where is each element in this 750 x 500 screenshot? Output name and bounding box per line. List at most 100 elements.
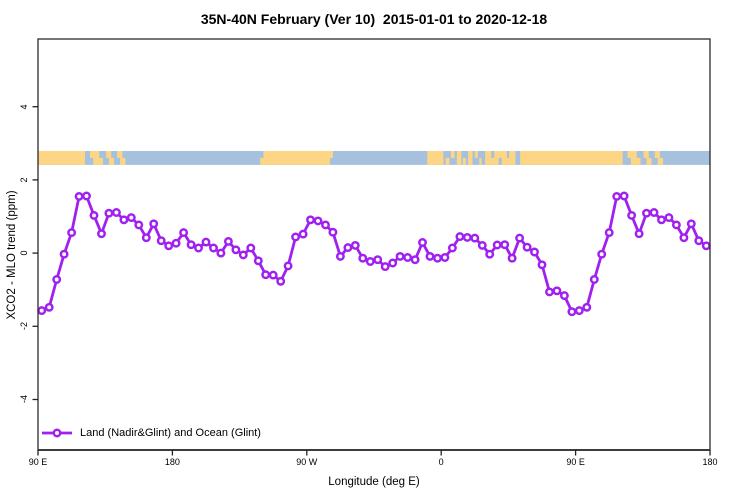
data-point-marker [238,250,248,260]
data-point-marker [209,243,218,253]
x-tick-label: 180 [702,457,718,467]
data-point-marker [582,302,592,312]
data-point-marker [97,229,106,239]
data-point-marker [67,228,77,238]
data-point-marker [171,238,181,248]
data-point-marker [119,215,129,225]
data-point-marker [358,253,368,263]
data-point-marker [462,232,472,242]
x-tick-label: 90 W [296,457,318,467]
data-point-marker [104,208,114,218]
data-point-marker [403,253,413,262]
data-point-marker [612,191,622,201]
data-point-marker [425,251,435,261]
x-tick-label: 90 E [28,457,48,467]
map-band-ocean-speckle [498,157,502,165]
data-point-marker [440,253,450,262]
data-point-marker [321,220,330,230]
map-band-land-segment [627,150,637,158]
data-point-marker [619,191,629,201]
map-band-land-segment [260,157,264,165]
data-point-marker [634,229,644,239]
data-point-marker [186,240,196,250]
map-band-land-segment [462,157,466,165]
x-tick-label: 180 [164,457,180,467]
data-point-marker [246,243,256,253]
data-point-marker [261,270,271,280]
data-point-marker [350,240,360,250]
data-point-marker [111,208,121,217]
data-point-marker [52,275,62,284]
y-tick-label: -2 [19,322,29,331]
data-point-marker [671,220,681,230]
data-point-marker [74,191,84,201]
data-point-marker [216,248,226,258]
data-point-marker [276,276,286,286]
x-axis-title: Longitude (deg E) [328,476,420,488]
map-band-land-segment [263,150,330,165]
map-band-land-segment [450,150,455,158]
map-band-land-segment [89,150,100,158]
data-point-marker [365,257,375,266]
map-band-land-segment [474,150,478,158]
data-point-marker [477,240,487,250]
map-band-land-segment [427,150,444,165]
data-point-marker [373,255,383,265]
data-point-marker [231,245,241,255]
data-point-marker [164,241,174,251]
data-point-marker [701,241,711,251]
data-point-marker [500,240,510,250]
map-band-land-segment [456,150,462,165]
map-band-land-segment [630,157,641,165]
data-point-marker [179,228,189,238]
data-point-marker [126,213,136,223]
data-series-line [40,194,708,314]
data-point-marker [194,243,203,253]
legend: Land (Nadir&Glint) and Ocean (Glint) [41,426,261,440]
y-tick-label: -4 [19,395,29,404]
data-point-marker [604,228,614,238]
data-point-marker [395,251,405,261]
y-tick-label: 0 [19,250,29,256]
data-point-marker [433,253,442,263]
map-band-land-segment [468,150,473,165]
data-point-marker [380,262,390,272]
legend-label: Land (Nadir&Glint) and Ocean (Glint) [80,427,261,439]
data-point-marker [589,275,599,284]
data-point-marker [89,210,99,220]
map-band-land-segment [108,157,115,165]
data-point-marker [485,249,495,259]
data-point-marker [664,213,674,223]
data-point-marker [597,249,607,259]
data-point-marker [552,286,562,296]
chart-title: 35N-40N February (Ver 10) 2015-01-01 to … [200,11,548,27]
data-point-marker [515,233,525,243]
map-band-ocean-speckle [491,150,495,158]
data-point-marker [306,215,315,225]
data-point-marker [470,233,480,243]
data-point-marker [141,233,151,243]
data-point-marker [492,240,502,250]
data-point-marker [567,307,577,317]
data-point-marker [298,229,308,239]
data-point-marker [149,219,159,229]
data-point-marker [335,251,345,261]
data-point-marker [657,215,666,225]
map-band-land-segment [38,150,86,165]
data-point-marker [522,242,532,252]
map-band-ocean-speckle [506,150,510,158]
data-point-marker [283,261,293,271]
data-point-marker [201,237,211,247]
data-point-marker [156,236,166,246]
data-point-marker [545,287,554,297]
data-point-marker [679,233,689,243]
map-band-land-segment [93,157,103,165]
data-point-marker [313,216,323,226]
data-point-marker [328,227,338,237]
data-point-marker [268,270,278,280]
map-band-land-segment [117,150,123,158]
map-band-land-segment [646,157,652,165]
data-point-marker [410,255,420,265]
x-tick-label: 0 [438,457,444,467]
